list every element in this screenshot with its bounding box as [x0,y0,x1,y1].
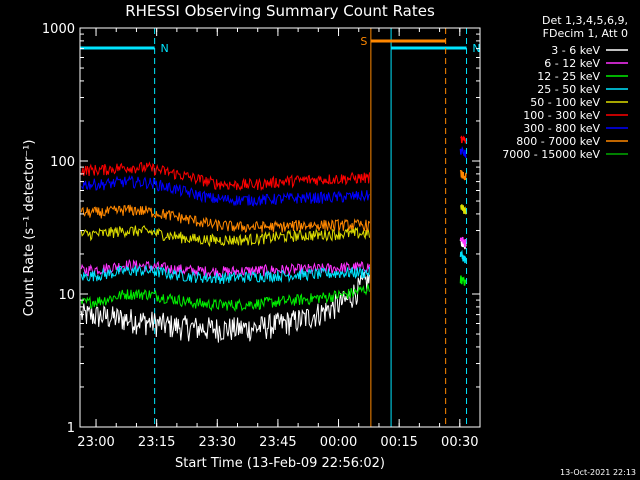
x-tick-label: 00:15 [380,435,417,450]
series-line-late [459,237,467,250]
legend-label: 6 - 12 keV [544,57,600,70]
x-axis: 23:00 23:15 23:30 23:45 00:00 00:15 00:30 [77,28,479,450]
legend-label: 800 - 7000 keV [516,135,600,148]
series-line-late [459,146,467,158]
x-axis-label: Start Time (13-Feb-09 22:56:02) [175,456,385,471]
x-tick-label: 23:30 [199,435,236,450]
series-line-early [80,264,370,284]
series-line-late [459,275,467,286]
y-tick-label: 10 [58,288,75,303]
series-line-early [81,174,370,207]
legend-label: 7000 - 15000 keV [502,148,600,161]
plot-frame [79,27,481,428]
legend-label: 25 - 50 keV [537,83,600,96]
legend-label: 300 - 800 keV [523,122,600,135]
x-tick-label: 00:30 [441,435,478,450]
chart-title: RHESSI Observing Summary Count Rates [125,2,435,20]
y-axis-label: Count Rate (s⁻¹ detector⁻¹) [22,140,37,317]
flag-label: N [161,42,169,55]
series-lines [80,135,467,343]
flag-label: S [360,35,367,48]
series-line-early [80,204,370,233]
legend-label: 50 - 100 keV [530,96,600,109]
legend-label: 100 - 300 keV [523,109,600,122]
legend-header-line-2: FDecim 1, Att 0 [543,27,628,40]
y-axis: 1 10 100 1000 [42,22,480,436]
series-line-late [459,236,467,248]
x-tick-label: 23:00 [77,435,114,450]
series-line-early [80,225,370,248]
series-line-early [80,271,370,343]
y-tick-label: 1 [67,421,75,436]
legend-label: 12 - 25 keV [537,70,600,83]
x-tick-label: 23:45 [259,435,296,450]
y-tick-label: 1000 [42,22,75,37]
series-line-late [459,169,467,181]
legend-header-line-1: Det 1,3,4,5,6,9, [542,14,628,27]
x-tick-label: 00:00 [320,435,357,450]
series-line-early [80,161,370,192]
y-tick-label: 100 [50,155,75,170]
legend-label: 3 - 6 keV [551,44,600,57]
timestamp: 13-Oct-2021 22:13 [560,468,636,477]
series-line-late [459,249,467,264]
x-tick-label: 23:15 [138,435,175,450]
series-line-late [459,204,467,215]
series-line-late [460,135,467,145]
series-line-early [80,284,370,313]
